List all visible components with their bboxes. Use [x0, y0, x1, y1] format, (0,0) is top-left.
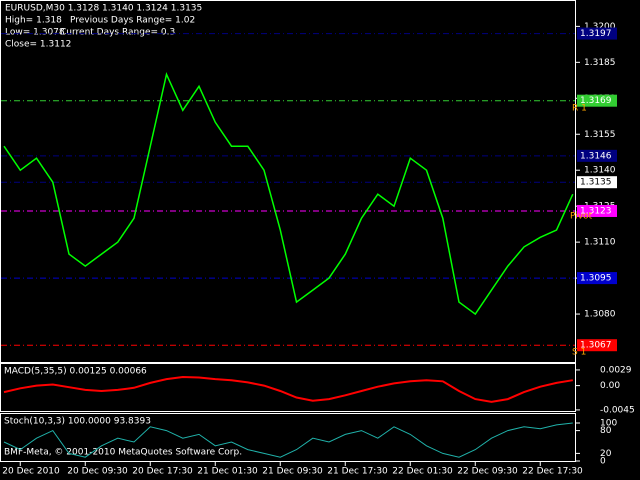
- level-label: 1.3067: [580, 341, 612, 351]
- annotation: R 1: [572, 104, 587, 114]
- x-tick-label: 21 Dec 17:30: [327, 467, 388, 477]
- macd-line: [3, 375, 573, 403]
- x-tick-label: 22 Dec 09:30: [457, 467, 518, 477]
- info-text: Current Days Range= 0.3: [60, 28, 175, 38]
- level-label: 1.3169: [580, 96, 612, 106]
- stoch-frame: [0, 413, 576, 462]
- x-tick-label: 21 Dec 01:30: [197, 467, 258, 477]
- annotation: Pivot: [570, 212, 593, 222]
- y-tick-label: 1.3200: [584, 22, 616, 32]
- y-tick-label: 1.3110: [584, 238, 616, 248]
- level-tag: [577, 176, 617, 189]
- y-tick-label: 1.3140: [584, 166, 616, 176]
- x-tick-label: 20 Dec 2010: [2, 467, 60, 477]
- level-label: 1.3146: [580, 151, 612, 161]
- y-tick-label: 80: [600, 426, 612, 436]
- level-label: 1.3095: [580, 274, 612, 284]
- chart-title: EURUSD,M30 1.3128 1.3140 1.3124 1.3135: [5, 4, 202, 14]
- stoch-label: Stoch(10,3,3) 100.0000 93.8393: [4, 417, 151, 427]
- y-tick-label: 0: [600, 457, 606, 467]
- level-label: 1.3123: [580, 206, 612, 216]
- level-label: 1.3135: [580, 178, 612, 188]
- x-tick-label: 21 Dec 09:30: [262, 467, 323, 477]
- x-tick-label: 20 Dec 17:30: [132, 467, 193, 477]
- level-tag: [577, 204, 617, 217]
- y-tick-label: 20: [600, 449, 612, 459]
- level-label: 1.3197: [580, 29, 612, 39]
- y-tick-label: 1.3155: [584, 130, 616, 140]
- level-tag: [577, 27, 617, 40]
- x-tick-label: 22 Dec 01:30: [392, 467, 453, 477]
- info-text: Close= 1.3112: [5, 40, 71, 50]
- info-text: High= 1.318: [5, 16, 62, 26]
- y-tick-label: -0.0045: [600, 405, 635, 415]
- x-tick-label: 20 Dec 09:30: [67, 467, 128, 477]
- level-tag: [577, 94, 617, 107]
- x-tick-label: 22 Dec 17:30: [522, 467, 583, 477]
- footer: BMF-Meta, © 2001-2010 MetaQuotes Softwar…: [4, 448, 242, 458]
- y-tick-label: 0.0029: [600, 365, 632, 375]
- price-line: [3, 71, 574, 316]
- y-tick-label: 1.3185: [584, 58, 616, 68]
- macd-label: MACD(5,35,5) 0.00125 0.00066: [4, 367, 147, 377]
- level-tag: [577, 272, 617, 285]
- macd-frame: [0, 363, 576, 412]
- y-tick-label: 0.00: [600, 381, 620, 391]
- annotation: S 1: [572, 348, 586, 358]
- y-tick-label: 100: [600, 419, 617, 429]
- level-tag: [577, 149, 617, 162]
- y-tick-label: 1.3080: [584, 310, 616, 320]
- main-frame: [0, 0, 576, 363]
- info-text: Low= 1.3078: [5, 28, 65, 38]
- info-text: Previous Days Range= 1.02: [70, 16, 195, 26]
- level-tag: [577, 339, 617, 352]
- stoch-line: [3, 422, 573, 458]
